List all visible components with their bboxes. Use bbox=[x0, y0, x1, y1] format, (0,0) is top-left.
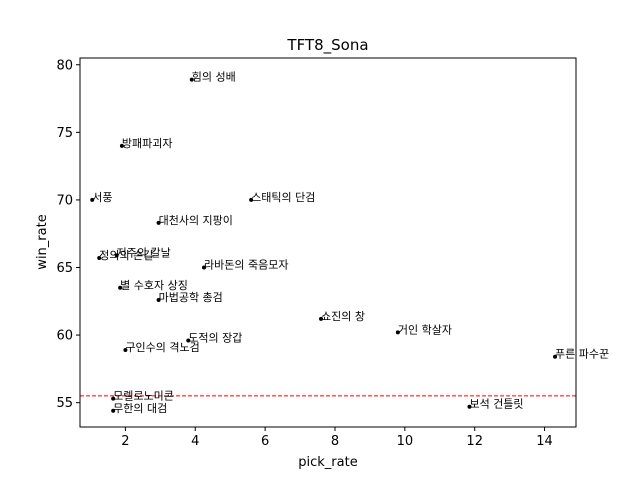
point-label: 서풍 bbox=[92, 191, 112, 204]
y-tick-label: 60 bbox=[56, 329, 73, 344]
y-tick-label: 70 bbox=[56, 193, 73, 208]
point-label: 도적의 장갑 bbox=[188, 331, 242, 344]
point-label: 방패파괴자 bbox=[122, 137, 173, 150]
point-label: 마법공학 총검 bbox=[159, 291, 223, 304]
data-point bbox=[114, 253, 119, 258]
data-point bbox=[189, 77, 194, 82]
y-tick-label: 65 bbox=[56, 261, 73, 276]
x-axis-label: pick_rate bbox=[298, 455, 357, 470]
y-tick-label: 75 bbox=[56, 126, 73, 141]
plot-frame bbox=[79, 57, 577, 428]
point-label: 거인 학살자 bbox=[398, 323, 452, 336]
data-point bbox=[123, 347, 128, 352]
point-label: 정의의 손길 bbox=[99, 249, 153, 262]
y-tick-label: 55 bbox=[56, 396, 73, 411]
point-label: 별 수호자 상징 bbox=[120, 279, 188, 292]
point-label: 스태틱의 단검 bbox=[251, 191, 315, 204]
data-point bbox=[156, 297, 161, 302]
data-point bbox=[90, 197, 95, 202]
point-label: 라바돈의 죽음모자 bbox=[204, 259, 288, 272]
x-tick-label: 8 bbox=[331, 434, 339, 449]
data-point bbox=[319, 316, 324, 321]
data-point bbox=[186, 338, 191, 343]
data-point bbox=[202, 265, 206, 270]
x-tick-label: 12 bbox=[466, 434, 483, 449]
data-point bbox=[156, 220, 161, 225]
data-point bbox=[467, 404, 472, 409]
x-tick-label: 4 bbox=[191, 434, 199, 449]
x-tick-label: 2 bbox=[121, 434, 129, 449]
point-label: 대천사의 지팡이 bbox=[159, 213, 233, 227]
data-point bbox=[553, 354, 558, 359]
point-label: 저주의 칼날 bbox=[117, 246, 171, 259]
data-point bbox=[395, 330, 400, 335]
x-tick-label: 14 bbox=[536, 434, 553, 449]
data-point bbox=[118, 285, 123, 290]
x-tick-label: 6 bbox=[261, 434, 269, 449]
data-point bbox=[249, 197, 254, 202]
point-label: 푸른 파수꾼 bbox=[555, 348, 609, 361]
y-axis-label: win_rate bbox=[35, 214, 50, 269]
point-label: 무한의 대검 bbox=[113, 402, 167, 415]
y-axis: 55 60 65 70 75 80 bbox=[56, 58, 80, 411]
x-tick-label: 10 bbox=[397, 434, 414, 449]
point-label: 쇼진의 창 bbox=[321, 310, 365, 323]
point-label: 힘의 성배 bbox=[192, 71, 236, 84]
point-label: 구인수의 격노검 bbox=[125, 341, 199, 354]
x-axis: 2 4 6 8 10 12 14 bbox=[121, 427, 553, 449]
data-point bbox=[111, 408, 116, 413]
y-tick-label: 80 bbox=[56, 58, 73, 73]
point-label: 보석 건틀릿 bbox=[469, 398, 523, 411]
data-point bbox=[119, 143, 124, 148]
data-point bbox=[111, 396, 116, 401]
point-label: 모렐로노미콘 bbox=[113, 390, 174, 403]
data-point bbox=[97, 256, 102, 261]
chart-title: TFT8_Sona bbox=[286, 36, 368, 55]
